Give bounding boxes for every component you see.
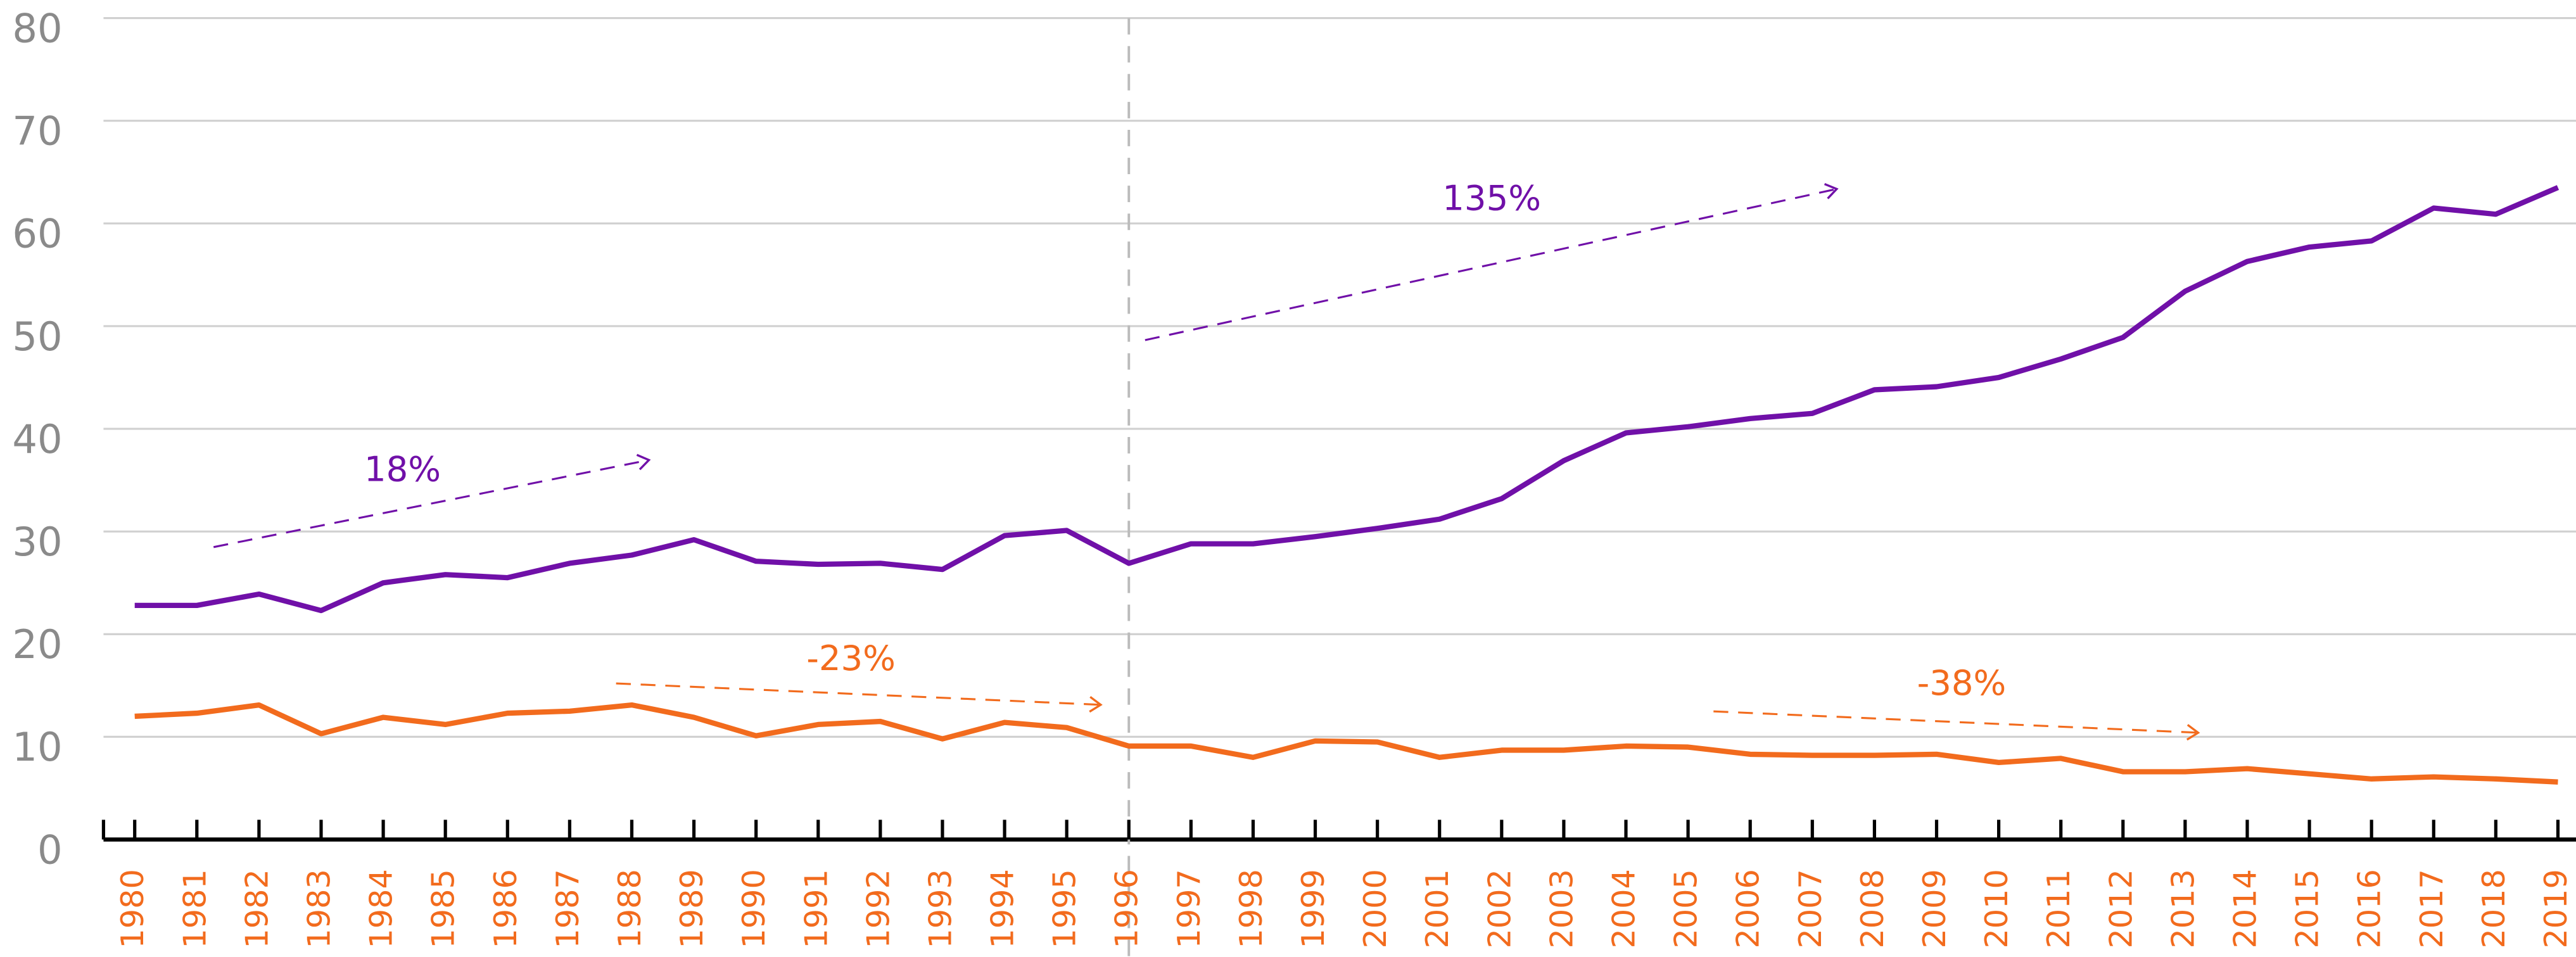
- x-tick-label: 2017: [2413, 869, 2450, 948]
- x-tick-label: 1997: [1171, 869, 1207, 948]
- x-tick-label: 1990: [735, 869, 772, 948]
- x-tick-label: 2015: [2289, 869, 2326, 948]
- x-tick-label: 1999: [1295, 869, 1331, 948]
- x-tick-label: 1989: [673, 869, 710, 948]
- x-tick-label: 2004: [1606, 869, 1642, 948]
- x-tick-label: 2003: [1543, 869, 1580, 948]
- x-tick-label: 1998: [1233, 869, 1269, 948]
- x-tick-label: 1982: [238, 869, 275, 948]
- x-tick-label: 2012: [2102, 869, 2139, 948]
- x-tick-label: 2014: [2226, 869, 2263, 948]
- x-tick-label: 2007: [1792, 869, 1829, 948]
- x-tick-label: 2010: [1978, 869, 2015, 948]
- x-tick-label: 1991: [797, 869, 834, 948]
- x-tick-label: 1981: [176, 869, 213, 948]
- x-tick-label: 1986: [487, 869, 524, 948]
- x-tick-label: 1993: [922, 869, 958, 948]
- series-line: [134, 185, 2560, 614]
- x-tick-label: 2016: [2351, 869, 2388, 948]
- series-line: [134, 702, 2558, 785]
- x-tick-label: 1984: [363, 869, 400, 948]
- x-tick-label: 1985: [425, 869, 462, 948]
- arrow-head: [636, 453, 651, 471]
- arrow-head: [1824, 183, 1839, 200]
- annotation: 135%: [1442, 178, 1541, 219]
- x-tick-label: 2019: [2537, 869, 2574, 948]
- x-tick-label: 1995: [1046, 869, 1083, 948]
- y-tick-label: 80: [12, 5, 62, 51]
- trend-arrow: [213, 459, 649, 548]
- y-tick-label: 30: [12, 519, 62, 565]
- annotation: -38%: [1917, 662, 2007, 703]
- x-tick-label: 1994: [984, 869, 1021, 948]
- y-tick-label: 40: [12, 416, 62, 462]
- x-tick-label: 2000: [1357, 869, 1393, 948]
- annotation: 18%: [364, 449, 441, 490]
- y-tick-label: 70: [12, 108, 62, 155]
- x-tick-label: 2018: [2475, 869, 2512, 948]
- x-tick-label: 1996: [1108, 869, 1145, 948]
- trend-arrow: [616, 682, 1101, 706]
- x-tick-label: 1980: [114, 869, 151, 948]
- x-tick-label: 2011: [2040, 869, 2077, 948]
- x-tick-label: 1983: [300, 869, 337, 948]
- y-tick-label: 60: [12, 211, 62, 257]
- y-tick-label: 0: [37, 827, 63, 873]
- x-tick-label: 1992: [860, 869, 896, 948]
- x-tick-label: 2002: [1481, 869, 1518, 948]
- x-tick-label: 1988: [611, 869, 648, 948]
- trend-arrow: [1145, 187, 1837, 341]
- x-tick-label: 2005: [1668, 869, 1704, 948]
- x-tick-label: 2008: [1854, 869, 1891, 948]
- arrow-head: [1089, 695, 1103, 713]
- x-tick-label: 2006: [1730, 869, 1767, 948]
- annotation: -23%: [806, 638, 896, 678]
- y-tick-label: 10: [12, 724, 62, 770]
- trend-arrow: [1713, 710, 2198, 734]
- x-tick-label: 2013: [2164, 869, 2201, 948]
- y-tick-label: 50: [12, 314, 62, 360]
- x-tick-label: 2001: [1419, 869, 1456, 948]
- arrow-head: [2186, 724, 2200, 741]
- x-tick-label: 2009: [1916, 869, 1953, 948]
- y-tick-label: 20: [12, 621, 62, 668]
- x-tick-label: 1987: [549, 869, 586, 948]
